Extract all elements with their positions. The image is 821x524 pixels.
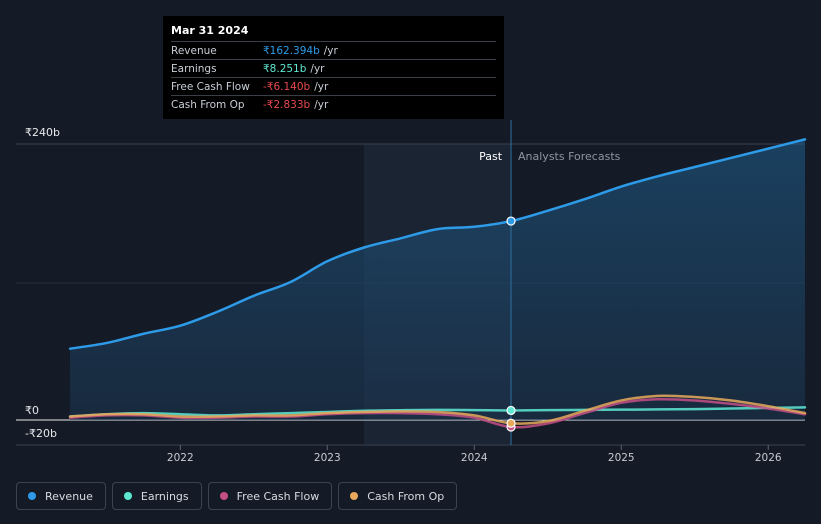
tooltip-value: ₹8.251b: [263, 62, 307, 75]
revenue-line: [68, 138, 807, 350]
tooltip-row-earnings: Earnings ₹8.251b /yr: [171, 59, 496, 77]
chart-legend: Revenue Earnings Free Cash Flow Cash Fro…: [16, 482, 458, 510]
legend-dot-icon: [28, 492, 36, 500]
legend-item-revenue[interactable]: Revenue: [16, 482, 106, 510]
legend-item-earnings[interactable]: Earnings: [111, 482, 202, 510]
tooltip-value: -₹6.140b: [263, 80, 311, 93]
revenue-marker: [506, 216, 516, 226]
hover-tooltip: Mar 31 2024 Revenue ₹162.394b /yr Earnin…: [163, 16, 504, 119]
past-label: Past: [479, 150, 503, 163]
x-tick-label: 2026: [755, 452, 782, 464]
tooltip-unit: /yr: [323, 44, 338, 57]
tooltip-label: Free Cash Flow: [171, 80, 250, 93]
tooltip-label: Cash From Op: [171, 98, 245, 111]
earnings-line: [68, 406, 807, 418]
legend-dot-icon: [123, 492, 132, 500]
tooltip-unit: /yr: [314, 80, 329, 93]
y-tick-label: ₹240b: [25, 126, 60, 139]
y-tick-label: -₹20b: [25, 427, 57, 440]
x-tick-label: 2024: [461, 452, 488, 464]
legend-label: Earnings: [140, 489, 189, 503]
legend-label: Free Cash Flow: [236, 489, 320, 503]
earnings-marker: [506, 405, 516, 416]
tooltip-unit: /yr: [310, 62, 325, 75]
tooltip-row-free-cash-flow: Free Cash Flow -₹6.140b /yr: [171, 77, 496, 95]
legend-label: Cash From Op: [367, 489, 445, 503]
tooltip-value: ₹162.394b: [263, 44, 320, 57]
revenue-area: [70, 139, 806, 420]
cash-from-op-marker: [506, 418, 516, 428]
x-tick-label: 2025: [608, 452, 635, 464]
tooltip-row-cash-from-op: Cash From Op -₹2.833b /yr: [171, 95, 496, 113]
cash-from-op-line: [68, 394, 807, 425]
tooltip-label: Earnings: [171, 62, 217, 75]
legend-item-free-cash-flow[interactable]: Free Cash Flow: [207, 482, 333, 510]
x-tick-label: 2022: [167, 452, 194, 464]
legend-label: Revenue: [45, 489, 93, 503]
legend-dot-icon: [219, 492, 228, 500]
x-tick-label: 2023: [314, 452, 341, 464]
forecast-label: Analysts Forecasts: [518, 150, 621, 163]
legend-dot-icon: [350, 492, 359, 500]
tooltip-row-revenue: Revenue ₹162.394b /yr: [171, 41, 496, 59]
tooltip-date: Mar 31 2024: [171, 24, 249, 37]
tooltip-value: -₹2.833b: [263, 98, 311, 111]
y-tick-label: ₹0: [25, 404, 39, 417]
tooltip-unit: /yr: [314, 98, 329, 111]
legend-item-cash-from-op[interactable]: Cash From Op: [338, 482, 458, 510]
tooltip-label: Revenue: [171, 44, 217, 57]
